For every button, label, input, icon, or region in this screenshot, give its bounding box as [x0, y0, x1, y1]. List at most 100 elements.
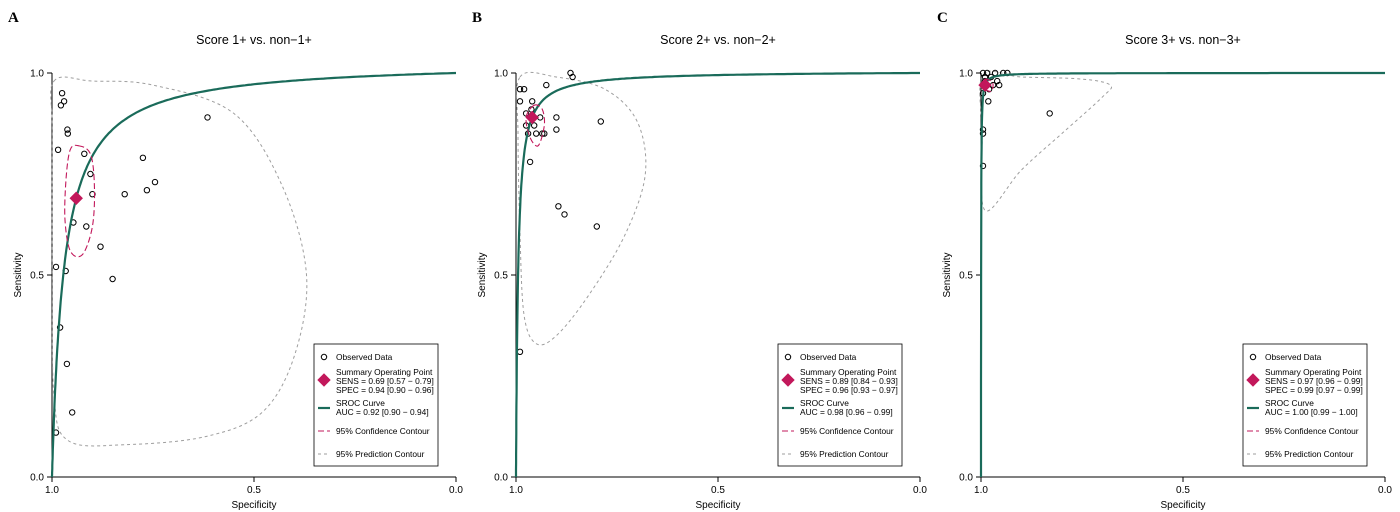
observed-point — [985, 98, 992, 105]
y-tick-label: 0.5 — [959, 271, 973, 282]
observed-point — [543, 81, 550, 89]
legend-observed-symbol — [784, 353, 792, 361]
observed-point — [983, 69, 991, 77]
legend-sroc-auc: AUC = 0.92 [0.90 − 0.94] — [336, 407, 429, 417]
legend-summary-label: Summary Operating Point — [1265, 367, 1362, 377]
y-tick-label: 0.5 — [30, 271, 44, 282]
observed-point — [143, 187, 151, 194]
x-tick-label: 0.5 — [1176, 485, 1190, 496]
y-axis-label: Sensitivity — [13, 252, 24, 297]
observed-point — [54, 146, 62, 154]
y-axis-label: Sensitivity — [942, 252, 953, 297]
legend-confidence-label: 95% Confidence Contour — [800, 426, 894, 436]
observed-point — [526, 158, 534, 166]
y-axis-label: Sensitivity — [477, 252, 488, 297]
y-tick-label: 1.0 — [959, 69, 973, 80]
observed-point — [204, 114, 211, 121]
observed-point — [1046, 110, 1053, 117]
observed-point — [529, 98, 536, 105]
observed-point — [996, 81, 1003, 89]
legend-box — [777, 343, 903, 467]
observed-point — [531, 122, 538, 129]
x-tick-label: 1.0 — [45, 485, 59, 496]
x-tick-label: 1.0 — [974, 485, 988, 496]
legend-observed-label: Observed Data — [1265, 352, 1322, 362]
x-axis-label: Specificity — [231, 500, 276, 511]
legend-box — [313, 343, 439, 467]
observed-point — [64, 126, 71, 133]
observed-point — [89, 191, 96, 198]
observed-point — [597, 118, 604, 125]
sroc-curve — [514, 71, 920, 477]
observed-point — [516, 348, 524, 355]
observed-point — [569, 73, 576, 81]
observed-point — [555, 203, 562, 210]
observed-point — [520, 86, 528, 93]
observed-point — [56, 324, 64, 331]
observed-point — [979, 130, 987, 137]
observed-point — [58, 90, 66, 97]
chart-panel-c: C Score 3+ vs. non−3+ 1.0 0.5 0.0 0.0 0.5 1.0 Sp… — [937, 10, 1392, 511]
y-tick-label: 0.5 — [494, 271, 508, 282]
y-tick-label: 1.0 — [30, 69, 44, 80]
summary-point — [69, 191, 83, 205]
x-tick-label: 0.0 — [449, 485, 463, 496]
confidence-contour — [525, 104, 546, 147]
legend-prediction-label: 95% Prediction Contour — [800, 449, 889, 459]
legend-prediction-label: 95% Prediction Contour — [1265, 449, 1354, 459]
summary-point — [525, 110, 539, 125]
observed-point — [64, 130, 72, 137]
panel-letter: C — [937, 10, 948, 26]
legend-summary-symbol — [781, 373, 795, 387]
observed-point — [541, 130, 548, 137]
legend-observed-label: Observed Data — [336, 352, 393, 362]
observed-point — [52, 263, 60, 271]
y-tick-label: 0.0 — [494, 473, 508, 484]
confidence-contour — [64, 144, 96, 258]
panel-letter: A — [8, 10, 19, 26]
legend-summary-symbol — [317, 373, 331, 387]
panel-letter: B — [472, 10, 482, 26]
observed-point — [553, 126, 560, 133]
x-tick-label: 0.0 — [1378, 485, 1392, 496]
sroc-curve — [50, 71, 457, 477]
observed-point — [139, 154, 147, 162]
legend: Observed Data Summary Operating PointSENS… — [313, 343, 439, 467]
observed-point — [979, 126, 987, 133]
observed-point — [553, 114, 560, 121]
legend-observed-symbol — [320, 353, 328, 361]
observed-point — [87, 170, 94, 178]
x-tick-label: 0.5 — [247, 485, 261, 496]
chart-panel-b: B Score 2+ vs. non−2+ 1.0 0.5 0.0 0.0 0.5 1.0 Sp… — [472, 10, 927, 511]
observed-point — [561, 211, 568, 218]
observed-point — [151, 178, 159, 186]
legend-sroc-auc: AUC = 0.98 [0.96 − 0.99] — [800, 407, 893, 417]
chart-title: Score 1+ vs. non−1+ — [196, 33, 312, 47]
x-axis-label: Specificity — [1160, 500, 1205, 511]
observed-point — [109, 275, 116, 283]
observed-point — [83, 223, 90, 230]
legend-sroc-label: SROC Curve — [1265, 398, 1314, 408]
x-tick-label: 0.5 — [711, 485, 725, 496]
legend-summary-sens: SENS = 0.89 [0.84 − 0.93] — [800, 376, 898, 386]
x-tick-label: 1.0 — [509, 485, 523, 496]
observed-point — [516, 98, 524, 105]
chart-panel-a: A Score 1+ vs. non−1+ 1.0 0.5 0.0 0.0 0.5 1.0 Sp… — [8, 10, 463, 511]
prediction-contour — [50, 76, 308, 447]
summary-point — [978, 78, 992, 92]
legend-sroc-auc: AUC = 1.00 [0.99 − 1.00] — [1265, 407, 1358, 417]
legend-summary-sens: SENS = 0.97 [0.96 − 0.99] — [1265, 376, 1363, 386]
legend-summary-label: Summary Operating Point — [336, 367, 433, 377]
legend-summary-spec: SPEC = 0.99 [0.97 − 0.99] — [1265, 385, 1363, 395]
observed-point — [516, 86, 524, 93]
legend-prediction-label: 95% Prediction Contour — [336, 449, 425, 459]
observed-point — [121, 191, 128, 198]
observed-point — [69, 409, 76, 416]
y-tick-label: 0.0 — [30, 473, 44, 484]
prediction-contour — [516, 71, 647, 346]
legend-sroc-label: SROC Curve — [800, 398, 849, 408]
observed-point — [57, 102, 65, 109]
observed-point — [63, 360, 71, 368]
y-tick-label: 0.0 — [959, 473, 973, 484]
x-tick-label: 0.0 — [913, 485, 927, 496]
